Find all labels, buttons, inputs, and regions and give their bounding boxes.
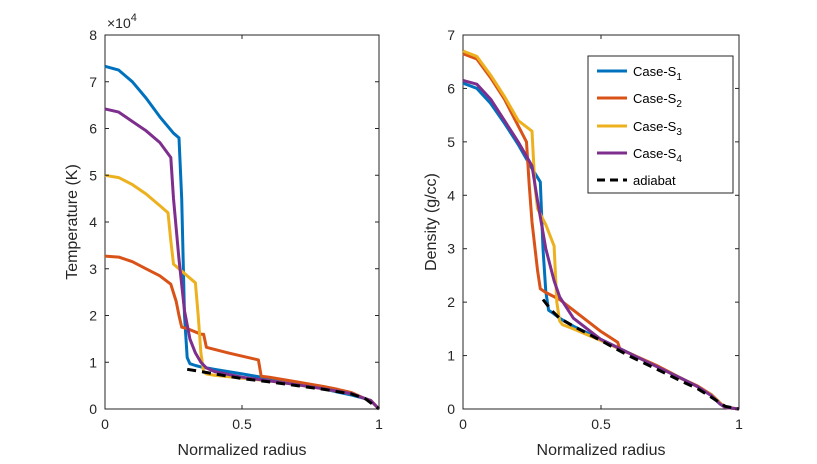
legend: Case-S1 Case-S2 Case-S3 Case-S4 adiabat — [587, 55, 734, 194]
density-x-tick-label: 1 — [735, 416, 743, 432]
temperature-plot-frame — [104, 34, 380, 410]
density-y-tick-label: 5 — [447, 134, 455, 150]
legend-label-case-s1: Case-S1 — [633, 64, 682, 83]
temperature-y-tick-label: 6 — [89, 121, 97, 137]
temperature-series-case-s2 — [104, 254, 381, 411]
density-y-tick-label: 7 — [447, 27, 455, 43]
multiplier-base: ×10 — [107, 15, 131, 31]
density-x-tick-label: 0 — [459, 416, 467, 432]
legend-label-case-s4: Case-S4 — [633, 146, 682, 165]
density-series-adiabat — [541, 298, 740, 411]
temperature-x-axis-label: Normalized radius — [178, 442, 307, 459]
density-y-tick-label: 4 — [447, 187, 455, 203]
temperature-x-tick-label: 0.5 — [232, 416, 252, 432]
temperature-y-tick-label: 4 — [89, 214, 97, 230]
density-y-tick-label: 3 — [447, 241, 455, 257]
density-panel: 0 0.5 1 0 1 2 3 4 5 6 7 Normalized radius Density … — [423, 27, 743, 459]
temperature-panel: 0 0.5 1 0 1 2 3 4 5 6 7 8 Normalized radius Tempera… — [64, 12, 383, 459]
temperature-y-tick-label: 0 — [89, 401, 97, 417]
legend-label-case-s3: Case-S3 — [633, 119, 682, 138]
density-x-axis-label: Normalized radius — [537, 442, 666, 459]
density-series-case-s4 — [462, 78, 740, 411]
density-series-group — [462, 49, 740, 411]
temperature-y-axis-label: Temperature (K) — [64, 164, 81, 280]
temperature-y-tick-label: 8 — [89, 27, 97, 43]
temperature-y-tick-label: 1 — [89, 354, 97, 370]
temperature-y-tick-label: 3 — [89, 261, 97, 277]
temperature-y-tick-label: 7 — [89, 74, 97, 90]
legend-label-adiabat: adiabat — [633, 173, 676, 188]
multiplier-exponent: 4 — [131, 12, 137, 24]
temperature-ticks-group: 0 0.5 1 0 1 2 3 4 5 6 7 8 — [89, 27, 383, 432]
temperature-y-tick-label: 5 — [89, 167, 97, 183]
temperature-y-tick-label: 2 — [89, 308, 97, 324]
temperature-axis-multiplier: ×104 — [107, 12, 137, 31]
temperature-x-tick-label: 1 — [375, 416, 383, 432]
density-y-tick-label: 2 — [447, 294, 455, 310]
temperature-series-adiabat — [186, 367, 380, 411]
temperature-x-tick-label: 0 — [101, 416, 109, 432]
temperature-series-group — [104, 64, 381, 411]
density-y-axis-label: Density (g/cc) — [423, 173, 440, 271]
density-x-tick-label: 0.5 — [591, 416, 611, 432]
density-y-tick-label: 1 — [447, 348, 455, 364]
density-y-tick-label: 0 — [447, 401, 455, 417]
density-y-tick-label: 6 — [447, 80, 455, 96]
density-ticks-group: 0 0.5 1 0 1 2 3 4 5 6 7 — [447, 27, 743, 432]
legend-label-case-s2: Case-S2 — [633, 91, 682, 110]
